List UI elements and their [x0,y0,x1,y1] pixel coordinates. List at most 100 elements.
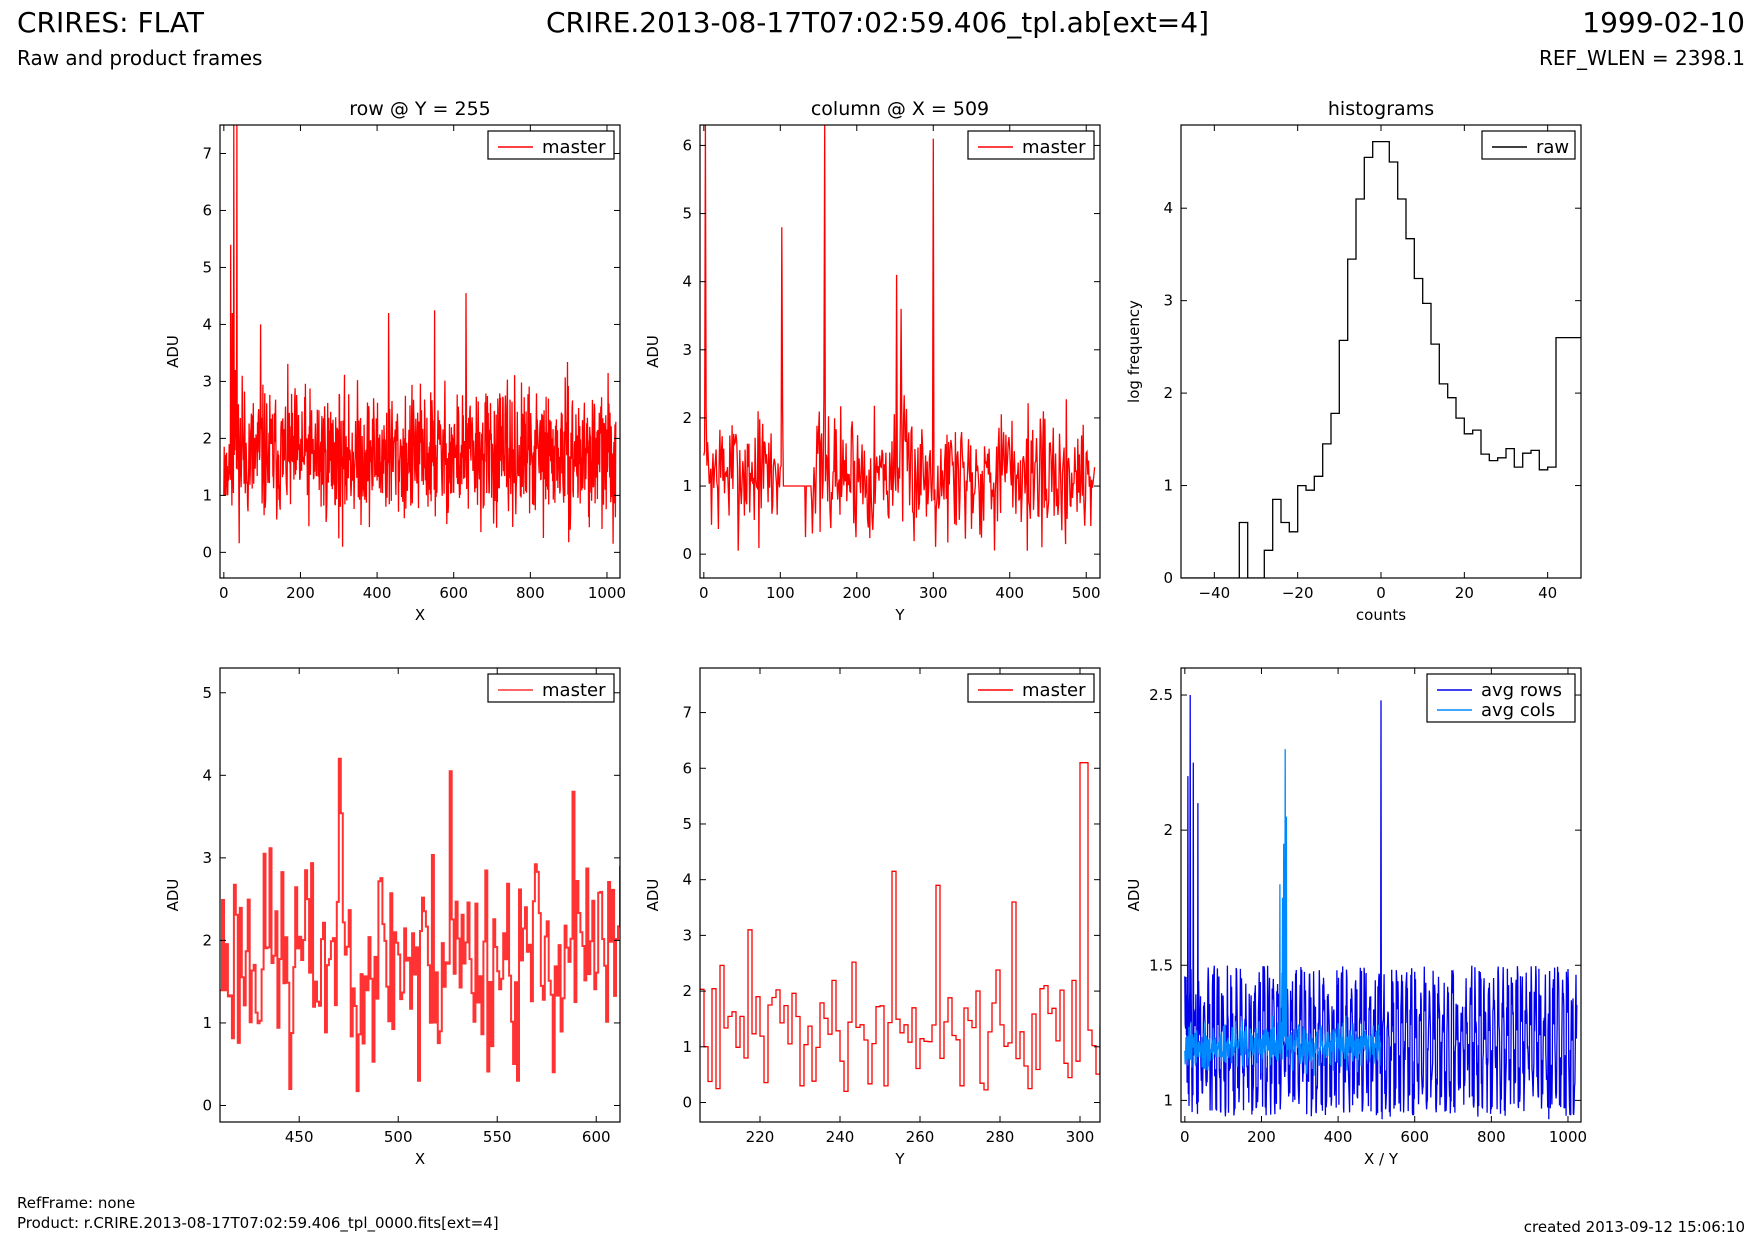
y-tick-label: 1 [202,486,212,504]
x-tick-label: 200 [842,584,871,602]
series-line-avg-cols [1184,749,1382,1076]
x-tick-label: 800 [1477,1128,1506,1146]
x-axis-label: X [415,606,425,624]
y-tick-label: 0 [202,543,212,561]
y-tick-label: 1 [202,1014,212,1032]
series-line-master [700,762,1100,1093]
x-tick-label: 100 [766,584,795,602]
series-line-avg-rows [1184,694,1578,1120]
legend-box [1481,130,1576,160]
y-tick-label: 4 [1163,199,1173,217]
y-tick-label: 1 [682,1038,692,1056]
y-tick-label: 1.5 [1149,956,1173,974]
x-tick-label: −40 [1199,584,1231,602]
y-tick-label: 7 [682,704,692,722]
panel-title: histograms [1328,98,1434,120]
legend-box [487,130,615,160]
plot-frame [699,667,1101,1123]
y-axis-label: ADU [644,879,662,912]
y-tick-label: 0 [202,1096,212,1114]
y-tick-label: 2 [1163,821,1173,839]
footer-product: Product: r.CRIRE.2013-08-17T07:02:59.406… [17,1214,499,1232]
panel-p4: 450 500 550 600 0 1 2 3 4 5 X ADU master [164,667,621,1168]
panel-title: row @ Y = 255 [349,98,491,120]
x-tick-label: 280 [986,1128,1015,1146]
legend-box [967,130,1095,160]
x-tick-label: 450 [285,1128,314,1146]
legend-box [487,673,615,703]
x-tick-label: 500 [1072,584,1101,602]
series-line-master [220,757,620,1093]
y-tick-label: 4 [202,766,212,784]
x-tick-label: 400 [1324,1128,1353,1146]
x-tick-label: 220 [746,1128,775,1146]
legend-box [967,673,1095,703]
y-tick-label: 6 [202,201,212,219]
x-tick-label: 20 [1455,584,1474,602]
x-tick-label: −20 [1282,584,1314,602]
y-tick-label: 1 [1163,1091,1173,1109]
x-tick-label: 600 [582,1128,611,1146]
y-axis-label: ADU [1125,879,1143,912]
y-tick-label: 0 [682,545,692,563]
plot-frame [1180,667,1582,1123]
y-tick-label: 5 [202,684,212,702]
y-tick-label: 3 [682,341,692,359]
y-tick-label: 5 [202,258,212,276]
panel-title: column @ X = 509 [811,98,989,120]
header-subtitle: Raw and product frames [17,46,263,70]
legend-label: master [1022,137,1086,158]
plot-frame [1180,124,1582,579]
footer-created: created 2013-09-12 15:06:10 [1523,1218,1745,1236]
y-axis-label: ADU [644,335,662,368]
y-tick-label: 6 [682,759,692,777]
x-axis-label: Y [894,606,905,624]
header-date: 1999-02-10 [1582,6,1745,39]
header-filename: CRIRE.2013-08-17T07:02:59.406_tpl.ab[ext… [545,6,1209,39]
y-tick-label: 2 [202,429,212,447]
x-tick-label: 1000 [588,584,626,602]
x-tick-label: 200 [1247,1128,1276,1146]
legend-label: master [542,680,606,701]
x-tick-label: 400 [995,584,1024,602]
series-line-raw [1181,140,1581,578]
legend-label: avg rows [1481,680,1562,701]
y-tick-label: 3 [202,372,212,390]
series-line-master [703,125,1096,551]
x-axis-label: Y [894,1150,905,1168]
x-tick-label: 0 [1180,1128,1190,1146]
x-axis-label: X / Y [1364,1150,1399,1168]
panel-p5: 220 240 260 280 300 0 1 2 3 4 5 6 7 Y ADU master [644,667,1101,1168]
plot-frame [699,124,1101,579]
x-tick-label: 400 [363,584,392,602]
x-axis-label: X [415,1150,425,1168]
x-tick-label: 0 [1376,584,1386,602]
x-tick-label: 200 [286,584,315,602]
y-tick-label: 4 [202,315,212,333]
x-tick-label: 500 [384,1128,413,1146]
panel-p1: 0 200 400 600 800 1000 0 1 2 3 4 5 6 7 row @ Y = 255 X A… [164,98,626,624]
x-tick-label: 800 [516,584,545,602]
series-line-master [223,125,617,547]
y-tick-label: 2 [682,409,692,427]
x-tick-label: 0 [219,584,229,602]
x-tick-label: 300 [919,584,948,602]
plot-frame [219,667,621,1123]
x-axis-label: counts [1356,606,1406,624]
y-tick-label: 2.5 [1149,686,1173,704]
x-tick-label: 240 [826,1128,855,1146]
x-tick-label: 300 [1066,1128,1095,1146]
y-tick-label: 6 [682,136,692,154]
legend-box [1426,673,1576,723]
y-tick-label: 3 [1163,292,1173,310]
header-title: CRIRES: FLAT [17,6,204,39]
x-tick-label: 1000 [1549,1128,1587,1146]
y-axis-label: log frequency [1125,300,1143,403]
x-tick-label: 600 [1400,1128,1429,1146]
panel-p6: 0 200 400 600 800 1000 1 1.5 2 2.5 X / Y ADU avg row… [1125,667,1587,1168]
y-tick-label: 5 [682,815,692,833]
y-tick-label: 2 [1163,384,1173,402]
y-axis-label: ADU [164,879,182,912]
header-ref-wlen: REF_WLEN = 2398.1 [1538,46,1745,70]
